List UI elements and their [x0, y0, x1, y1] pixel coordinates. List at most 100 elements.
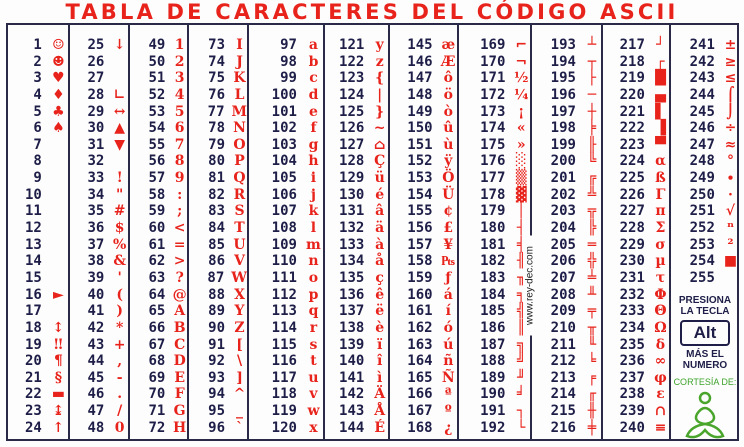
- character-glyph: ƒ: [445, 269, 452, 286]
- character-glyph: ╟: [587, 136, 597, 153]
- table-row: 68 D: [136, 353, 187, 370]
- table-row: 16 ►: [13, 287, 68, 304]
- character-glyph: ╡: [516, 236, 526, 253]
- code-number: 134: [339, 253, 365, 270]
- character-glyph: ╤: [587, 303, 597, 320]
- character-glyph: ₧: [441, 253, 456, 270]
- character-glyph: ": [116, 186, 124, 203]
- character-glyph: ↨: [52, 403, 65, 420]
- page-title: TABLA DE CARACTERES DEL CÓDIGO ASCII: [65, 0, 679, 24]
- code-number: 84: [208, 220, 225, 237]
- code-number: 171: [480, 70, 506, 87]
- character-glyph: (: [116, 286, 123, 303]
- character-glyph: ÿ: [444, 153, 453, 170]
- table-row: 34 ": [76, 187, 128, 204]
- code-number: 222: [619, 120, 645, 137]
- character-glyph: ù: [443, 136, 454, 153]
- table-row: 150 û: [396, 120, 457, 137]
- table-row: 46.: [76, 386, 128, 403]
- table-row: 69 E: [136, 370, 187, 387]
- code-number: 155: [407, 203, 433, 220]
- character-glyph: %: [113, 236, 127, 253]
- character-glyph: ╜: [516, 369, 526, 386]
- character-glyph: M: [231, 103, 248, 120]
- table-row: 45-: [76, 370, 128, 387]
- code-number: 159: [407, 269, 433, 286]
- code-number: 186: [480, 319, 506, 336]
- code-number: 160: [407, 286, 433, 303]
- table-row: 173 ¡: [465, 104, 530, 121]
- table-row: 80 P: [195, 153, 247, 170]
- character-glyph: ╛: [516, 386, 526, 403]
- code-number: 197: [550, 103, 576, 120]
- code-number: 146: [407, 53, 433, 70]
- table-row: 30 ▲: [76, 120, 128, 137]
- table-row: 163 ú: [396, 337, 457, 354]
- table-row: 11: [13, 203, 68, 220]
- code-number: 152: [407, 153, 433, 170]
- code-number: 250: [689, 186, 715, 203]
- character-glyph: >: [173, 253, 186, 270]
- code-number: 241: [689, 37, 715, 53]
- code-number: 156: [407, 220, 433, 237]
- table-row: 235 δ: [609, 337, 669, 354]
- code-number: 77: [207, 103, 225, 120]
- table-row: 54 6: [136, 120, 187, 137]
- code-number: 51: [148, 70, 166, 87]
- table-row: 53 5: [136, 104, 187, 121]
- character-glyph: /: [117, 403, 123, 420]
- code-number: 14: [24, 253, 42, 270]
- code-number: 176: [480, 153, 506, 170]
- table-row: 119 w: [255, 403, 323, 420]
- character-glyph: ≈: [724, 136, 737, 153]
- code-number: 44: [87, 353, 105, 370]
- code-number: 164: [407, 353, 433, 370]
- code-number: 153: [407, 170, 433, 187]
- table-row: 234 Ω: [609, 320, 669, 337]
- table-row: 126 ~: [331, 120, 388, 137]
- character-glyph: ╓: [587, 386, 597, 403]
- table-row: 78 N: [195, 120, 247, 137]
- code-number: 6: [33, 120, 42, 137]
- plus-line-2: NUMERO: [682, 360, 728, 371]
- code-number: 104: [271, 153, 297, 170]
- code-number: 120: [271, 419, 297, 436]
- code-number: 91: [208, 336, 225, 353]
- character-glyph: µ: [655, 253, 666, 270]
- character-glyph: ¿: [444, 419, 453, 436]
- table-row: 120 x: [255, 420, 323, 437]
- character-glyph: E: [174, 369, 185, 386]
- character-glyph: ↑: [52, 419, 65, 436]
- character-glyph: 4: [174, 86, 185, 103]
- table-row: 218 ┌: [609, 54, 669, 71]
- character-glyph: A: [174, 303, 186, 320]
- code-number: 59: [148, 203, 166, 220]
- table-column: 49 1 50 2 51 3 52 4 53 5 54 6 55 7 56 8 57 9 58:59; 60 <61 = 6…: [128, 25, 187, 439]
- code-number: 231: [619, 269, 645, 286]
- table-row: 242 ≥: [679, 54, 739, 71]
- code-number: 137: [339, 303, 365, 320]
- code-number: 163: [407, 336, 433, 353]
- character-glyph: C: [174, 336, 186, 353]
- table-row: 160 á: [396, 287, 457, 304]
- table-row: 135 ç: [331, 270, 388, 287]
- character-glyph: ╢: [516, 253, 526, 270]
- table-row: 37%: [76, 237, 128, 254]
- code-number: 57: [148, 170, 166, 187]
- code-number: 225: [619, 170, 645, 187]
- table-row: 40 (: [76, 287, 128, 304]
- character-glyph: ⌂: [373, 136, 386, 153]
- character-glyph: ^: [233, 386, 246, 403]
- character-glyph: û: [443, 120, 454, 137]
- character-glyph: [: [236, 336, 243, 353]
- table-row: 146 Æ: [396, 54, 457, 71]
- character-glyph: $: [114, 220, 125, 237]
- character-glyph: ↔: [113, 103, 126, 120]
- table-column: 73 I 74 J 75 K 76 L 77 M 78 N 79 O 80 P 81 Q 82 R 83 S 84 T 85 U 8…: [187, 25, 247, 439]
- character-glyph: ╝: [516, 353, 526, 370]
- table-frame: [6, 23, 739, 441]
- table-row: 140 î: [331, 353, 388, 370]
- table-row: 212 ╘: [538, 353, 601, 370]
- character-glyph: ≤: [724, 70, 737, 87]
- table-row: 131 â: [331, 203, 388, 220]
